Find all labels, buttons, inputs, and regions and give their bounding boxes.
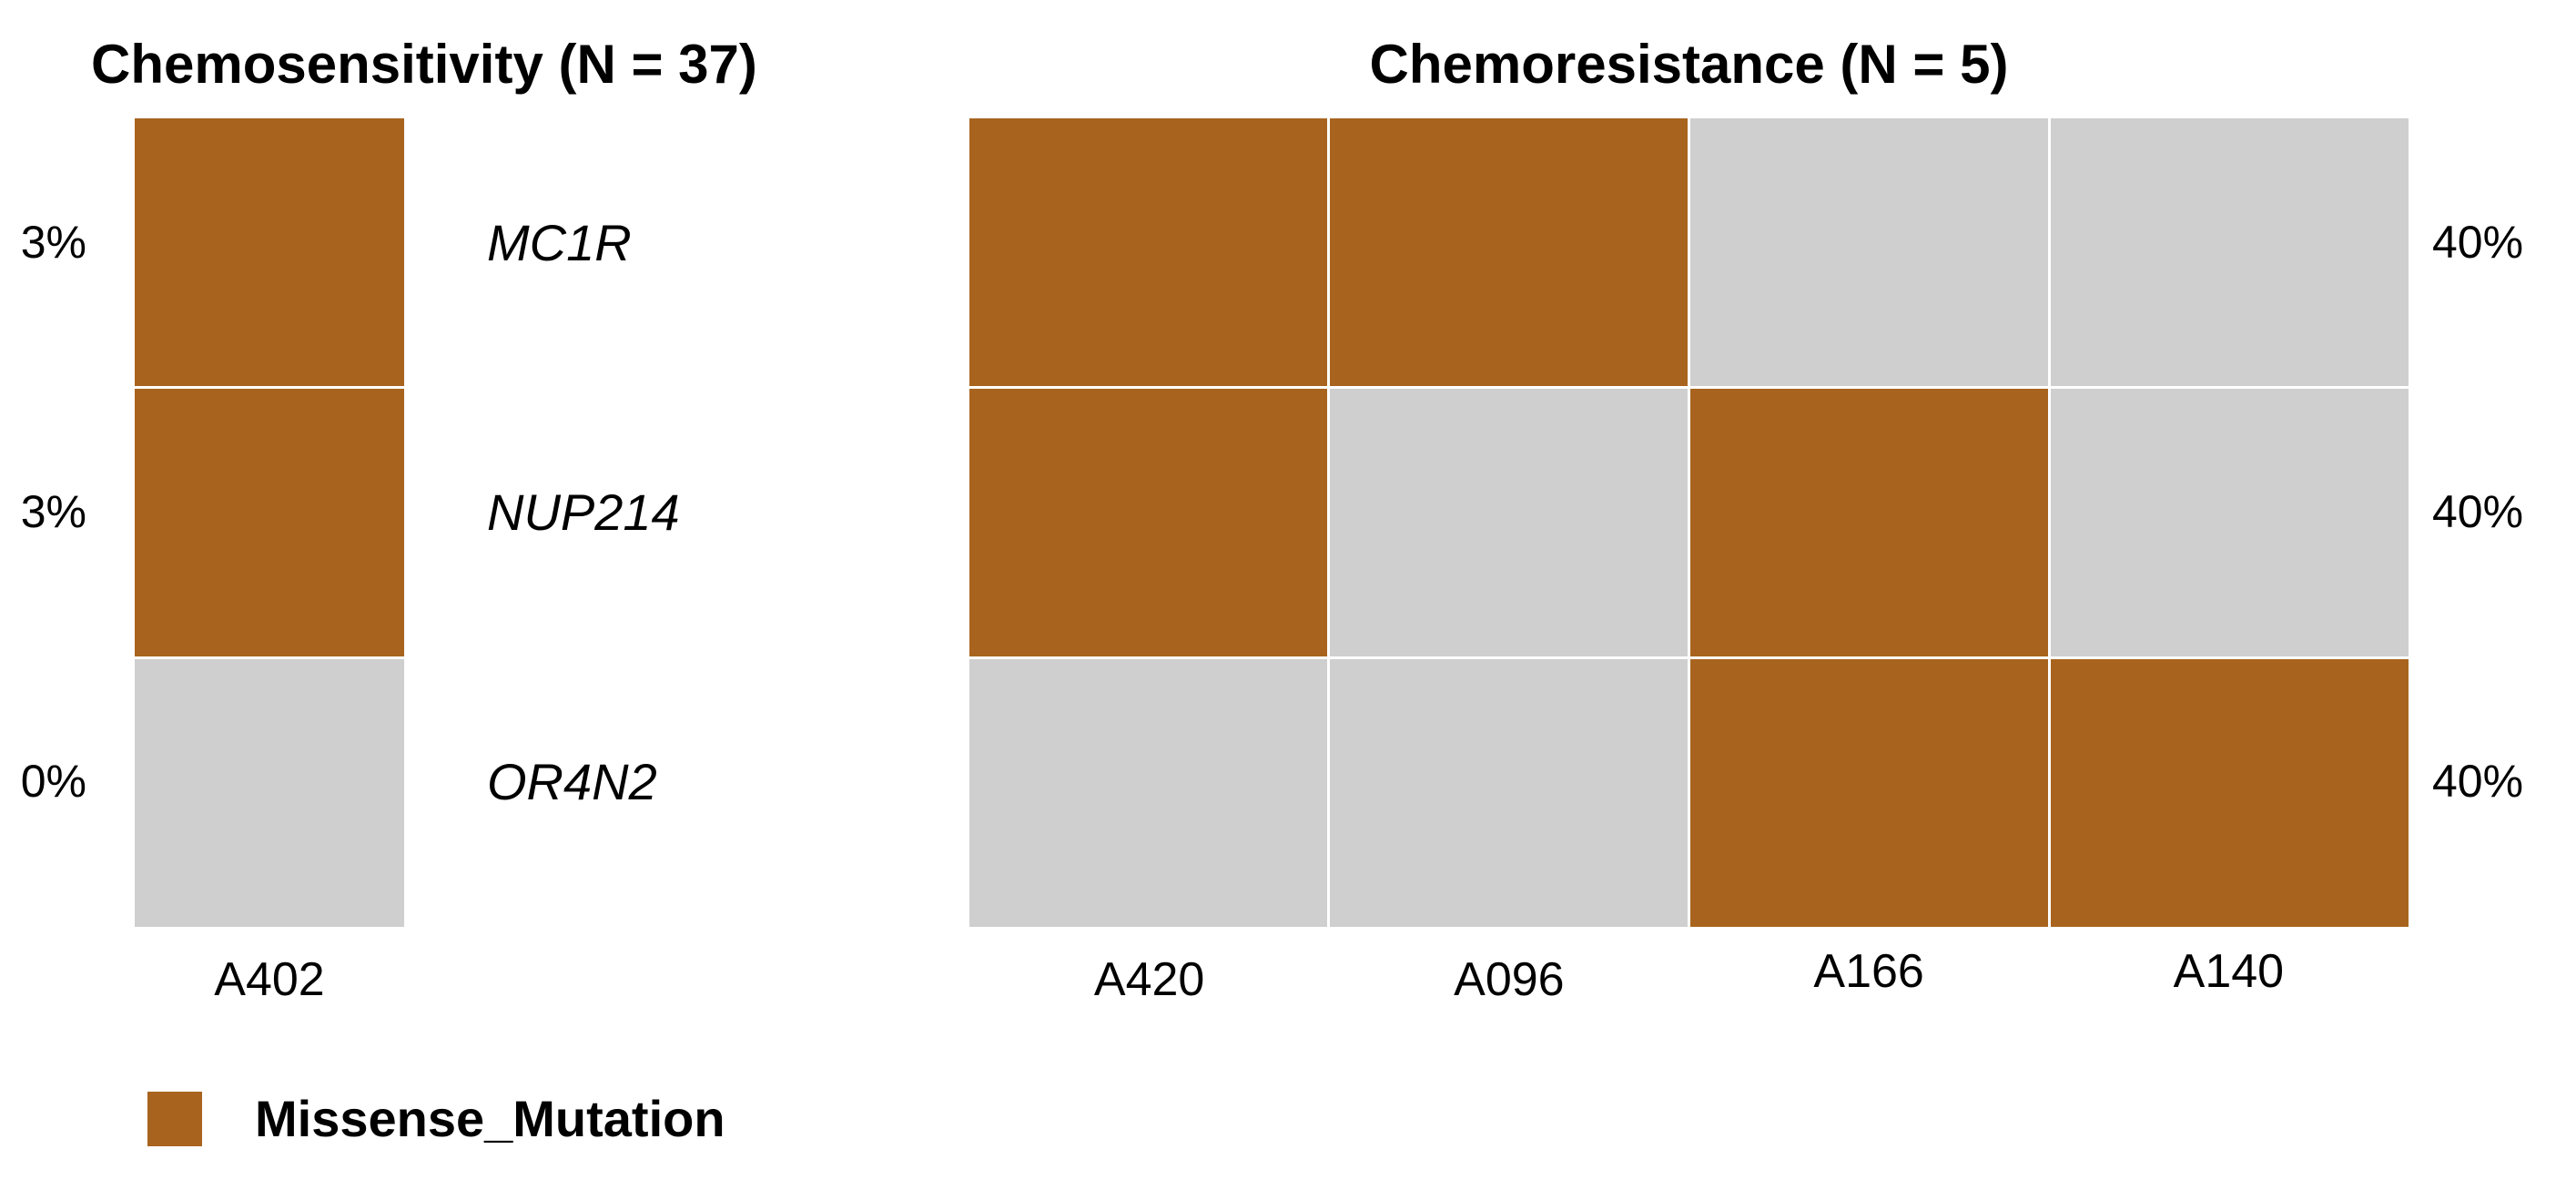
wildtype-cell bbox=[969, 659, 1327, 927]
legend-label: Missense_Mutation bbox=[255, 1090, 725, 1147]
gene-label: OR4N2 bbox=[487, 752, 657, 810]
mutated-cell bbox=[135, 389, 404, 656]
sample-label: A096 bbox=[1454, 953, 1565, 1006]
right-percent-labels: 40% 40% 40% bbox=[2432, 118, 2569, 927]
gene-label: NUP214 bbox=[487, 483, 680, 541]
percent-label: 40% bbox=[2432, 486, 2524, 537]
sample-label: A402 bbox=[214, 953, 325, 1006]
wildtype-cell bbox=[135, 659, 404, 927]
mutated-cell bbox=[135, 118, 404, 386]
percent-label: 0% bbox=[20, 756, 86, 807]
wildtype-cell bbox=[1690, 118, 2048, 386]
gene-labels: MC1R NUP214 OR4N2 bbox=[487, 118, 878, 927]
gene-label: MC1R bbox=[487, 213, 632, 271]
mutated-cell bbox=[1690, 389, 2048, 656]
mutated-cell bbox=[969, 118, 1327, 386]
left-sample-labels: A402 bbox=[135, 952, 404, 1007]
sample-label: A140 bbox=[2173, 945, 2285, 998]
right-sample-labels: A420 A096 A166 A140 bbox=[969, 945, 2409, 1007]
left-percent-labels: 3% 3% 0% bbox=[9, 118, 86, 927]
mutated-cell bbox=[969, 389, 1327, 656]
wildtype-cell bbox=[2051, 118, 2409, 386]
wildtype-cell bbox=[1330, 659, 1688, 927]
percent-label: 3% bbox=[20, 486, 86, 537]
percent-label: 40% bbox=[2432, 217, 2524, 268]
mutated-cell bbox=[1690, 659, 2048, 927]
legend-swatch-missense-mutation bbox=[147, 1091, 202, 1146]
left-panel-title: Chemosensitivity (N = 37) bbox=[91, 34, 757, 95]
sample-label: A420 bbox=[1093, 953, 1205, 1006]
mutated-cell bbox=[2051, 659, 2409, 927]
right-panel-title: Chemoresistance (N = 5) bbox=[1369, 34, 2009, 95]
right-heatmap bbox=[969, 118, 2409, 927]
sample-label: A166 bbox=[1813, 945, 1924, 998]
percent-label: 3% bbox=[20, 217, 86, 268]
percent-label: 40% bbox=[2432, 756, 2524, 807]
legend: Missense_Mutation bbox=[147, 1089, 725, 1148]
mutated-cell bbox=[1330, 118, 1688, 386]
wildtype-cell bbox=[2051, 389, 2409, 656]
wildtype-cell bbox=[1330, 389, 1688, 656]
left-heatmap bbox=[135, 118, 404, 927]
